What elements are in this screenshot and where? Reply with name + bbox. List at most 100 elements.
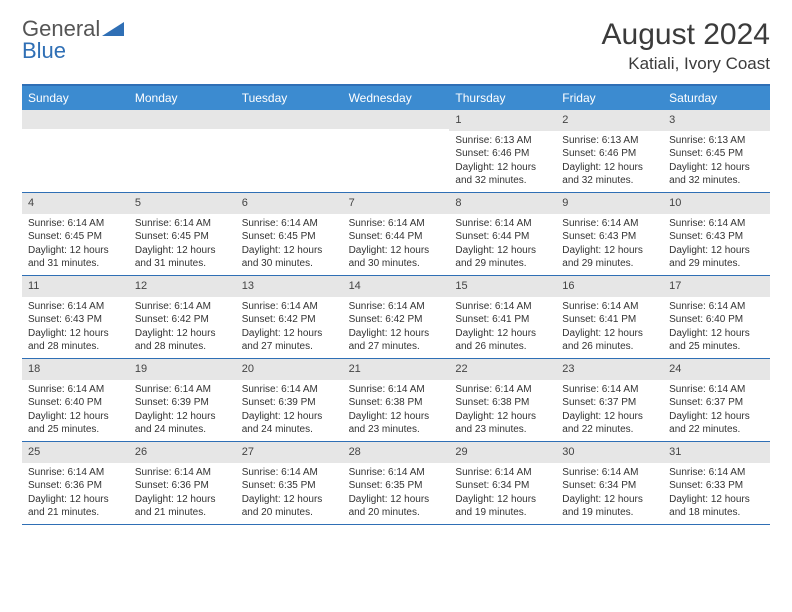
daylight-text: Daylight: 12 hours and 29 minutes. xyxy=(455,244,550,271)
day-body: Sunrise: 6:14 AMSunset: 6:35 PMDaylight:… xyxy=(236,463,343,524)
day-cell: 28Sunrise: 6:14 AMSunset: 6:35 PMDayligh… xyxy=(343,442,450,524)
sunrise-text: Sunrise: 6:14 AM xyxy=(562,383,657,397)
day-body: Sunrise: 6:14 AMSunset: 6:42 PMDaylight:… xyxy=(236,297,343,358)
day-cell: 26Sunrise: 6:14 AMSunset: 6:36 PMDayligh… xyxy=(129,442,236,524)
dow-tuesday: Tuesday xyxy=(236,86,343,110)
daylight-text: Daylight: 12 hours and 27 minutes. xyxy=(242,327,337,354)
sunset-text: Sunset: 6:43 PM xyxy=(669,230,764,244)
day-number xyxy=(236,110,343,129)
day-cell: 1Sunrise: 6:13 AMSunset: 6:46 PMDaylight… xyxy=(449,110,556,192)
day-number: 19 xyxy=(129,359,236,380)
day-cell: 20Sunrise: 6:14 AMSunset: 6:39 PMDayligh… xyxy=(236,359,343,441)
day-cell xyxy=(343,110,450,192)
day-number: 13 xyxy=(236,276,343,297)
day-body: Sunrise: 6:14 AMSunset: 6:41 PMDaylight:… xyxy=(556,297,663,358)
day-body: Sunrise: 6:14 AMSunset: 6:37 PMDaylight:… xyxy=(663,380,770,441)
day-body: Sunrise: 6:14 AMSunset: 6:44 PMDaylight:… xyxy=(449,214,556,275)
sunset-text: Sunset: 6:43 PM xyxy=(28,313,123,327)
daylight-text: Daylight: 12 hours and 30 minutes. xyxy=(349,244,444,271)
sunrise-text: Sunrise: 6:14 AM xyxy=(349,300,444,314)
daylight-text: Daylight: 12 hours and 29 minutes. xyxy=(562,244,657,271)
day-cell: 7Sunrise: 6:14 AMSunset: 6:44 PMDaylight… xyxy=(343,193,450,275)
sunrise-text: Sunrise: 6:13 AM xyxy=(455,134,550,148)
location: Katiali, Ivory Coast xyxy=(602,54,770,74)
sunrise-text: Sunrise: 6:14 AM xyxy=(242,383,337,397)
day-body: Sunrise: 6:14 AMSunset: 6:34 PMDaylight:… xyxy=(449,463,556,524)
day-number: 4 xyxy=(22,193,129,214)
day-number: 14 xyxy=(343,276,450,297)
daylight-text: Daylight: 12 hours and 20 minutes. xyxy=(349,493,444,520)
sunset-text: Sunset: 6:45 PM xyxy=(669,147,764,161)
day-number: 28 xyxy=(343,442,450,463)
day-number: 18 xyxy=(22,359,129,380)
logo-triangle-icon xyxy=(102,18,124,40)
sunset-text: Sunset: 6:45 PM xyxy=(135,230,230,244)
sunset-text: Sunset: 6:44 PM xyxy=(349,230,444,244)
day-number: 30 xyxy=(556,442,663,463)
day-body: Sunrise: 6:14 AMSunset: 6:42 PMDaylight:… xyxy=(343,297,450,358)
daylight-text: Daylight: 12 hours and 31 minutes. xyxy=(28,244,123,271)
day-cell: 27Sunrise: 6:14 AMSunset: 6:35 PMDayligh… xyxy=(236,442,343,524)
day-body: Sunrise: 6:14 AMSunset: 6:40 PMDaylight:… xyxy=(22,380,129,441)
sunrise-text: Sunrise: 6:14 AM xyxy=(349,217,444,231)
dow-monday: Monday xyxy=(129,86,236,110)
sunset-text: Sunset: 6:45 PM xyxy=(28,230,123,244)
day-cell: 12Sunrise: 6:14 AMSunset: 6:42 PMDayligh… xyxy=(129,276,236,358)
dow-sunday: Sunday xyxy=(22,86,129,110)
day-cell xyxy=(129,110,236,192)
sunrise-text: Sunrise: 6:14 AM xyxy=(28,300,123,314)
sunset-text: Sunset: 6:46 PM xyxy=(455,147,550,161)
sunset-text: Sunset: 6:38 PM xyxy=(349,396,444,410)
day-body: Sunrise: 6:14 AMSunset: 6:45 PMDaylight:… xyxy=(129,214,236,275)
sunrise-text: Sunrise: 6:13 AM xyxy=(562,134,657,148)
daylight-text: Daylight: 12 hours and 27 minutes. xyxy=(349,327,444,354)
day-cell: 19Sunrise: 6:14 AMSunset: 6:39 PMDayligh… xyxy=(129,359,236,441)
daylight-text: Daylight: 12 hours and 23 minutes. xyxy=(455,410,550,437)
day-cell: 21Sunrise: 6:14 AMSunset: 6:38 PMDayligh… xyxy=(343,359,450,441)
sunset-text: Sunset: 6:34 PM xyxy=(455,479,550,493)
day-number xyxy=(22,110,129,129)
day-number: 20 xyxy=(236,359,343,380)
day-number: 26 xyxy=(129,442,236,463)
day-body: Sunrise: 6:14 AMSunset: 6:35 PMDaylight:… xyxy=(343,463,450,524)
daylight-text: Daylight: 12 hours and 25 minutes. xyxy=(669,327,764,354)
day-cell: 25Sunrise: 6:14 AMSunset: 6:36 PMDayligh… xyxy=(22,442,129,524)
day-body: Sunrise: 6:14 AMSunset: 6:36 PMDaylight:… xyxy=(22,463,129,524)
dow-thursday: Thursday xyxy=(449,86,556,110)
day-number: 9 xyxy=(556,193,663,214)
sunset-text: Sunset: 6:46 PM xyxy=(562,147,657,161)
day-cell: 29Sunrise: 6:14 AMSunset: 6:34 PMDayligh… xyxy=(449,442,556,524)
sunset-text: Sunset: 6:39 PM xyxy=(242,396,337,410)
sunset-text: Sunset: 6:44 PM xyxy=(455,230,550,244)
daylight-text: Daylight: 12 hours and 26 minutes. xyxy=(455,327,550,354)
month-title: August 2024 xyxy=(602,18,770,52)
dow-row: Sunday Monday Tuesday Wednesday Thursday… xyxy=(22,86,770,110)
sunrise-text: Sunrise: 6:14 AM xyxy=(562,217,657,231)
day-cell: 23Sunrise: 6:14 AMSunset: 6:37 PMDayligh… xyxy=(556,359,663,441)
day-cell: 9Sunrise: 6:14 AMSunset: 6:43 PMDaylight… xyxy=(556,193,663,275)
sunrise-text: Sunrise: 6:14 AM xyxy=(242,217,337,231)
sunrise-text: Sunrise: 6:14 AM xyxy=(669,300,764,314)
header: General Blue August 2024 Katiali, Ivory … xyxy=(22,18,770,74)
day-body: Sunrise: 6:13 AMSunset: 6:45 PMDaylight:… xyxy=(663,131,770,192)
daylight-text: Daylight: 12 hours and 21 minutes. xyxy=(28,493,123,520)
day-number: 25 xyxy=(22,442,129,463)
sunrise-text: Sunrise: 6:14 AM xyxy=(455,466,550,480)
day-number: 22 xyxy=(449,359,556,380)
dow-wednesday: Wednesday xyxy=(343,86,450,110)
day-body: Sunrise: 6:13 AMSunset: 6:46 PMDaylight:… xyxy=(556,131,663,192)
daylight-text: Daylight: 12 hours and 19 minutes. xyxy=(562,493,657,520)
brand-part2: Blue xyxy=(22,38,66,63)
day-body: Sunrise: 6:14 AMSunset: 6:43 PMDaylight:… xyxy=(663,214,770,275)
day-cell: 16Sunrise: 6:14 AMSunset: 6:41 PMDayligh… xyxy=(556,276,663,358)
daylight-text: Daylight: 12 hours and 32 minutes. xyxy=(669,161,764,188)
sunrise-text: Sunrise: 6:14 AM xyxy=(28,383,123,397)
brand-logo: General Blue xyxy=(22,18,124,62)
sunrise-text: Sunrise: 6:14 AM xyxy=(455,300,550,314)
day-cell: 5Sunrise: 6:14 AMSunset: 6:45 PMDaylight… xyxy=(129,193,236,275)
day-number: 2 xyxy=(556,110,663,131)
week-row: 25Sunrise: 6:14 AMSunset: 6:36 PMDayligh… xyxy=(22,442,770,525)
sunset-text: Sunset: 6:35 PM xyxy=(349,479,444,493)
week-row: 4Sunrise: 6:14 AMSunset: 6:45 PMDaylight… xyxy=(22,193,770,276)
day-body: Sunrise: 6:14 AMSunset: 6:38 PMDaylight:… xyxy=(449,380,556,441)
